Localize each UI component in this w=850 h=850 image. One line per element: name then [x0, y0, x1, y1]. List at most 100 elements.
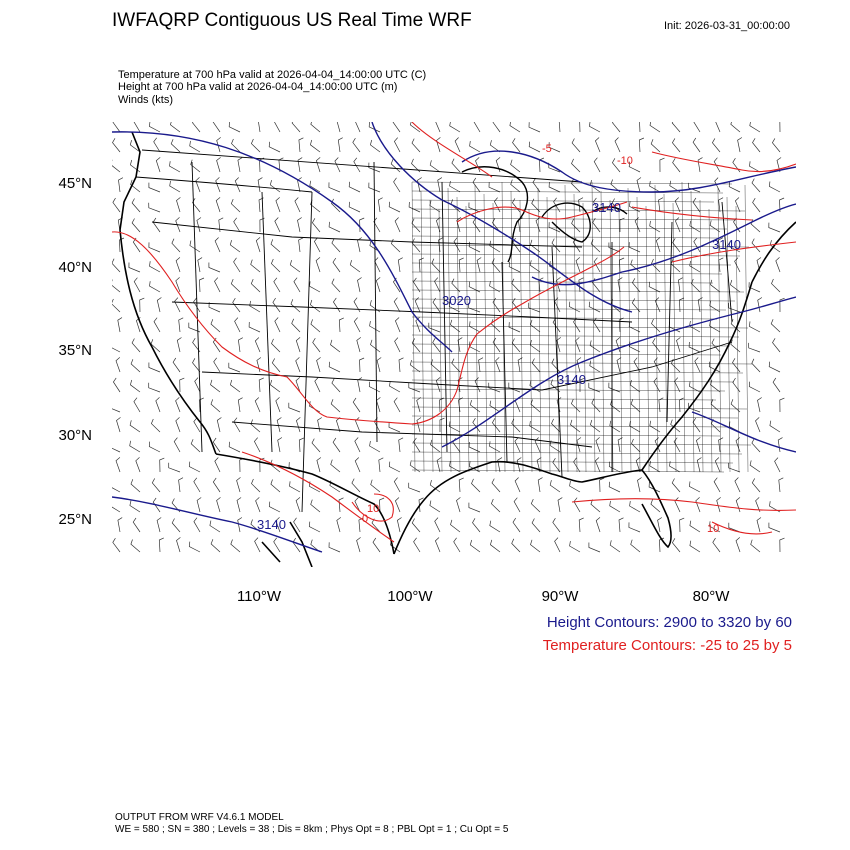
- wind-barb: [192, 338, 201, 353]
- wind-barb: [671, 138, 681, 153]
- wind-barb: [331, 198, 341, 213]
- wind-barb: [331, 238, 341, 253]
- wind-barb: [214, 237, 221, 253]
- wind-barb: [408, 382, 421, 393]
- wind-barb: [390, 238, 401, 253]
- wind-barb: [393, 297, 401, 313]
- wind-barb: [694, 357, 701, 373]
- wind-barb: [332, 437, 341, 453]
- wind-barb: [272, 297, 281, 313]
- wind-barb: [250, 278, 261, 293]
- wind-barb: [617, 277, 623, 293]
- wind-barb: [428, 322, 441, 333]
- county-line: [411, 406, 748, 410]
- wind-barb: [674, 377, 681, 393]
- wind-barb: [430, 439, 441, 453]
- wind-barb: [236, 477, 241, 493]
- wind-barb: [199, 277, 205, 293]
- wind-barb: [589, 419, 601, 433]
- wind-barb: [435, 377, 441, 393]
- wind-barb: [397, 517, 402, 533]
- wind-barb: [216, 497, 221, 513]
- wind-barb: [413, 437, 421, 453]
- wind-barb: [411, 338, 421, 353]
- wind-barb: [270, 258, 281, 273]
- wind-barb: [732, 377, 741, 393]
- wind-barb: [353, 297, 361, 313]
- wind-barb: [315, 157, 321, 173]
- wind-barb: [214, 277, 221, 293]
- wind-barb: [595, 517, 601, 533]
- wind-barb: [328, 361, 341, 373]
- wind-barb: [112, 377, 121, 393]
- wind-barb: [378, 457, 384, 473]
- wind-barb: [571, 178, 581, 193]
- wind-barb: [156, 297, 162, 313]
- wind-barb: [411, 238, 421, 253]
- wind-barb: [315, 257, 321, 273]
- wind-barb: [178, 477, 184, 493]
- wind-barb: [271, 358, 281, 373]
- wind-barb: [133, 277, 141, 293]
- wind-barb: [757, 397, 762, 413]
- temperature-contour-label: 10: [367, 503, 379, 515]
- wind-barb: [674, 217, 681, 233]
- wind-barb: [208, 262, 221, 273]
- wind-barb: [275, 517, 281, 533]
- wind-barb: [255, 497, 261, 513]
- county-line: [717, 187, 722, 473]
- wind-barb: [352, 397, 361, 413]
- wind-barb: [255, 237, 261, 253]
- wind-barb: [112, 122, 121, 133]
- wind-barb: [495, 357, 501, 373]
- county-line: [411, 217, 737, 221]
- wind-barb: [437, 177, 443, 193]
- wind-barb: [631, 298, 641, 313]
- wind-barb: [451, 278, 461, 293]
- wind-barb: [194, 377, 201, 393]
- wind-barb: [414, 297, 421, 313]
- wind-barb: [429, 500, 441, 513]
- temperature-contour-label: 10: [707, 523, 719, 535]
- wind-barb: [273, 277, 281, 293]
- wind-barb: [456, 497, 461, 513]
- wind-barb: [370, 479, 381, 493]
- wind-barb: [155, 157, 161, 173]
- wind-barb: [309, 299, 321, 313]
- wind-barb: [192, 198, 201, 213]
- wind-barb: [369, 321, 381, 333]
- county-line: [726, 196, 731, 473]
- wind-barb: [352, 138, 361, 153]
- wind-barb: [115, 457, 121, 473]
- wind-barb: [130, 539, 141, 553]
- wind-barb: [618, 317, 624, 333]
- wind-barb: [288, 402, 301, 413]
- wind-barb: [511, 338, 521, 353]
- wind-barb: [768, 361, 781, 373]
- wind-barb: [529, 340, 541, 353]
- wind-barb: [768, 522, 781, 533]
- wind-barb: [233, 217, 241, 233]
- wind-barb: [131, 198, 141, 213]
- wind-barb: [732, 358, 741, 373]
- wind-barb: [492, 337, 501, 353]
- wind-barb: [295, 357, 301, 373]
- wind-barb: [112, 347, 121, 353]
- wind-barb: [629, 201, 641, 213]
- wind-barb: [253, 437, 261, 453]
- wind-barb: [469, 400, 481, 413]
- wind-barb: [148, 202, 161, 213]
- wind-barb: [418, 257, 424, 273]
- wind-barb: [576, 437, 582, 453]
- wind-barb: [492, 122, 501, 133]
- lat-label-45: 45°N: [58, 175, 92, 192]
- county-line: [501, 181, 506, 473]
- wind-barb: [490, 498, 501, 513]
- wind-barb: [416, 397, 421, 413]
- wind-barb: [368, 182, 381, 193]
- wind-barb: [370, 339, 381, 353]
- county-line: [411, 460, 734, 464]
- wind-barb: [169, 161, 181, 173]
- wind-barb: [159, 457, 165, 473]
- wind-barb: [595, 437, 601, 453]
